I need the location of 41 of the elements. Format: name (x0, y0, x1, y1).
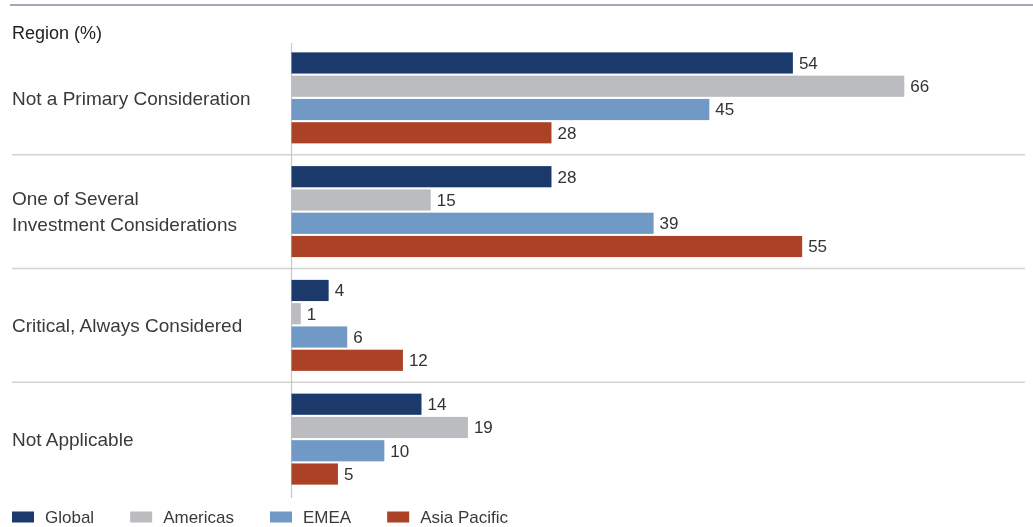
bar (291, 279, 329, 302)
bar (291, 326, 348, 348)
bar (291, 75, 905, 97)
data-label: 12 (408, 351, 428, 371)
text: Region (%) (12, 23, 103, 43)
data-label: 39 (659, 214, 679, 234)
bar (291, 440, 385, 462)
y-tick-label: Not a Primary Consideration (12, 87, 251, 109)
data-label: 14 (427, 395, 447, 415)
bar (291, 166, 552, 188)
bar (291, 189, 431, 211)
data-label: 28 (557, 167, 577, 187)
data-label: 66 (910, 77, 930, 97)
bar (291, 98, 710, 121)
data-label: 4 (334, 281, 345, 301)
data-label: 10 (390, 441, 410, 461)
data-label: 54 (798, 53, 818, 73)
bar (291, 416, 468, 439)
data-label: 15 (436, 190, 456, 210)
y-tick-label: Critical, Always Considered (12, 315, 243, 337)
bar (291, 463, 338, 485)
data-label: 45 (715, 100, 735, 120)
legend-label: Asia Pacific (420, 507, 509, 527)
data-label: 5 (343, 464, 354, 484)
bar (291, 303, 301, 325)
bar (291, 122, 552, 144)
bar (291, 212, 654, 234)
legend-label: EMEA (303, 507, 352, 527)
data-label: 1 (306, 304, 317, 324)
data-label: 55 (808, 237, 828, 257)
bar (291, 349, 403, 371)
data-label: 6 (353, 327, 363, 347)
bar (291, 393, 422, 415)
y-tick-label: One of Several Investment Considerations (12, 188, 237, 236)
bar (291, 235, 803, 258)
legend-label: Americas (163, 507, 234, 527)
bar (291, 52, 793, 74)
y-tick-label: Not Applicable (12, 428, 134, 450)
data-label: 19 (473, 418, 493, 438)
legend-label: Global (45, 507, 95, 527)
data-label: 28 (557, 123, 577, 143)
